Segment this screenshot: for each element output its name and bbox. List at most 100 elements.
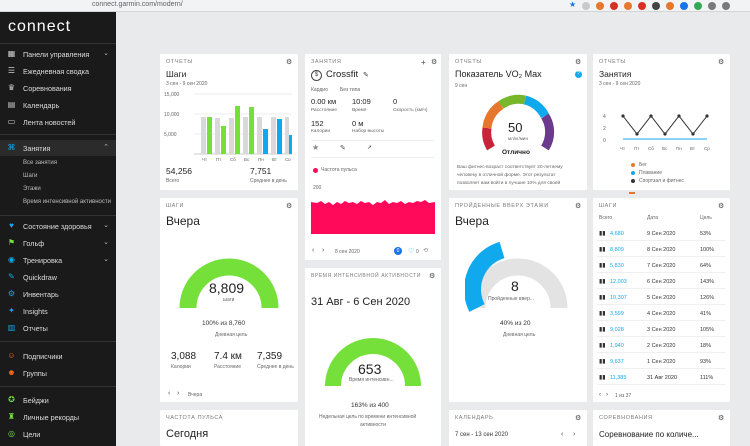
activity-card[interactable]: ЗАНЯТИЯ + ⚙ $ Crossfit ✎ Кардио Без типа… bbox=[305, 54, 441, 260]
cell-total[interactable]: 10,307 bbox=[610, 295, 627, 301]
extension-icon[interactable] bbox=[610, 2, 618, 10]
sidebar-item-activities[interactable]: ⌘ Занятия ⌃ bbox=[0, 140, 116, 156]
sidebar-item-goals[interactable]: ◎ Цели bbox=[8, 429, 41, 439]
gear-icon[interactable]: ⚙ bbox=[718, 415, 725, 422]
gear-icon[interactable]: ⚙ bbox=[286, 59, 293, 66]
sidebar-item-golf[interactable]: ⚑ Гольф ⌄ bbox=[7, 238, 109, 248]
edit-icon[interactable]: ✎ bbox=[363, 72, 369, 79]
sidebar-item-dashboards[interactable]: ▦ Панели управления ⌄ bbox=[7, 49, 109, 59]
table-row[interactable]: ▮▮ 9,637 1 Сен 2020 93% bbox=[597, 355, 726, 369]
table-row[interactable]: ▮▮ 8,809 8 Сен 2020 100% bbox=[597, 243, 726, 257]
add-icon[interactable]: + bbox=[421, 58, 426, 67]
star-icon[interactable]: ★ bbox=[312, 143, 320, 152]
comment-badge[interactable]: 0 bbox=[394, 247, 402, 255]
extension-icon[interactable] bbox=[582, 2, 590, 10]
next-icon[interactable]: › bbox=[573, 431, 576, 438]
sidebar-item-daily-summary[interactable]: ☰ Ежедневная сводка bbox=[7, 66, 89, 76]
sidebar-item-gear[interactable]: ⚙ Инвентарь bbox=[7, 289, 59, 299]
intensity-minutes-card[interactable]: ВРЕМЯ ИНТЕНСИВНОЙ АКТИВНОСТИ ⚙ 31 Авг - … bbox=[305, 268, 441, 446]
cell-total[interactable]: 5,830 bbox=[610, 263, 624, 269]
sidebar-subitem-all-activities[interactable]: Все занятия bbox=[23, 160, 58, 166]
gear-icon[interactable]: ⚙ bbox=[429, 273, 436, 280]
prev-icon[interactable]: ‹ bbox=[312, 247, 315, 254]
sidebar-item-records[interactable]: ♜ Личные рекорды bbox=[7, 412, 80, 422]
edit-note-icon[interactable]: ✎ bbox=[340, 145, 346, 152]
table-row[interactable]: ▮▮ 11,385 31 Авг 2020 111% bbox=[597, 371, 726, 385]
table-row[interactable]: ▮▮ 10,307 5 Сен 2020 126% bbox=[597, 291, 726, 305]
table-row[interactable]: ▮▮ 9,028 3 Сен 2020 105% bbox=[597, 323, 726, 337]
sidebar-item-groups[interactable]: ☻ Группы bbox=[7, 368, 47, 378]
extension-icon[interactable] bbox=[722, 2, 730, 10]
cell-total[interactable]: 8,809 bbox=[610, 247, 624, 253]
heart-rate-card[interactable]: ЧАСТОТА ПУЛЬСА Сегодня bbox=[160, 410, 298, 446]
info-icon[interactable]: ? bbox=[575, 71, 582, 78]
sidebar-subitem-floors[interactable]: Этажи bbox=[23, 186, 41, 192]
cell-total[interactable]: 11,385 bbox=[610, 375, 627, 381]
steps-table-card[interactable]: ШАГИ ⚙ Всего Дата Цель ▮▮ 4,680 9 Сен 2020… bbox=[593, 198, 730, 402]
next-icon[interactable]: › bbox=[177, 390, 180, 397]
table-row[interactable]: ▮▮ 4,680 9 Сен 2020 53% bbox=[597, 227, 726, 241]
prev-icon[interactable]: ‹ bbox=[561, 431, 564, 438]
gear-icon[interactable]: ⚙ bbox=[575, 203, 582, 210]
cell-total[interactable]: 1,940 bbox=[610, 343, 624, 349]
gear-icon[interactable]: ⚙ bbox=[718, 59, 725, 66]
extension-icon[interactable] bbox=[596, 2, 604, 10]
sidebar-item-reports[interactable]: ▥ Отчеты bbox=[7, 323, 48, 333]
gear-icon[interactable]: ⚙ bbox=[575, 415, 582, 422]
cell-total[interactable]: 9,637 bbox=[610, 359, 624, 365]
calendar-card[interactable]: КАЛЕНДАРЬ ⚙ 7 сен - 13 сен 2020 ‹ › bbox=[449, 410, 587, 446]
sidebar-item-health[interactable]: ♥ Состояние здоровья ⌄ bbox=[0, 218, 116, 234]
sidebar-subitem-intensity[interactable]: Время интенсивной активности bbox=[23, 199, 111, 205]
gear-icon[interactable]: ⚙ bbox=[431, 59, 438, 66]
sidebar-item-challenges[interactable]: ♛ Соревнования bbox=[7, 83, 72, 93]
divider bbox=[0, 134, 116, 135]
table-row[interactable]: ▮▮ 12,003 6 Сен 2020 143% bbox=[597, 275, 726, 289]
cell-total[interactable]: 3,599 bbox=[610, 311, 624, 317]
sidebar-item-badges[interactable]: ✪ Бейджи bbox=[8, 395, 49, 405]
cell-total[interactable]: 12,003 bbox=[610, 279, 627, 285]
like-icon[interactable]: ♡ bbox=[408, 248, 415, 255]
floors-card[interactable]: ПРОЙДЕННЫЕ ВВЕРХ ЭТАЖИ ⚙ Вчера 8 Пройден… bbox=[449, 198, 587, 402]
sidebar-item-insights[interactable]: ✦ Insights bbox=[8, 306, 48, 316]
extension-icon[interactable] bbox=[666, 2, 674, 10]
share-icon[interactable]: ⟲ bbox=[423, 248, 429, 254]
challenges-card[interactable]: СОРЕВНОВАНИЯ ⚙ Соревнование по количе... bbox=[593, 410, 730, 446]
table-row[interactable]: ▮▮ 3,599 4 Сен 2020 41% bbox=[597, 307, 726, 321]
next-icon[interactable]: › bbox=[322, 247, 325, 254]
extension-icon[interactable] bbox=[624, 2, 632, 10]
url-text[interactable]: connect.garmin.com/modern/ bbox=[92, 1, 183, 8]
prev-icon[interactable]: ‹ bbox=[168, 390, 171, 397]
app-logo[interactable]: connect bbox=[8, 18, 72, 35]
browser-address-bar[interactable]: connect.garmin.com/modern/ ★ bbox=[0, 0, 750, 12]
sidebar-item-quickdraw[interactable]: ✎ Quickdraw bbox=[8, 272, 57, 282]
sidebar-item-training[interactable]: ◉ Тренировка ⌄ bbox=[8, 255, 109, 265]
cell-total[interactable]: 9,028 bbox=[610, 327, 624, 333]
gear-icon[interactable]: ⚙ bbox=[286, 203, 293, 210]
sidebar-subitem-steps[interactable]: Шаги bbox=[23, 173, 38, 179]
steps-report-card[interactable]: ОТЧЕТЫ ⚙ Шаги 3 сен - 9 сен 2020 15,000 … bbox=[160, 54, 298, 190]
gear-icon[interactable]: ⚙ bbox=[718, 203, 725, 210]
prev-page-icon[interactable]: ‹ bbox=[599, 392, 601, 398]
gear-icon[interactable]: ⚙ bbox=[575, 59, 582, 66]
extension-icon[interactable] bbox=[708, 2, 716, 10]
activities-report-card[interactable]: ОТЧЕТЫ ⚙ Занятия 3 сен - 9 сен 2020 4 2 … bbox=[593, 54, 730, 194]
column-header[interactable]: Дата bbox=[647, 215, 659, 221]
table-row[interactable]: ▮▮ 5,830 7 Сен 2020 64% bbox=[597, 259, 726, 273]
cell-total[interactable]: 4,680 bbox=[610, 231, 624, 237]
extension-icon[interactable] bbox=[694, 2, 702, 10]
activity-name[interactable]: Crossfit bbox=[326, 69, 359, 80]
sidebar-item-calendar[interactable]: ▤ Календарь bbox=[7, 100, 60, 110]
column-header[interactable]: Цель bbox=[700, 215, 712, 221]
steps-card[interactable]: ШАГИ ⚙ Вчера 8,809 шаги 100% из 8,760 Дн… bbox=[160, 198, 298, 402]
next-page-icon[interactable]: › bbox=[606, 392, 608, 398]
sidebar-item-followers[interactable]: ☺ Подписчики bbox=[7, 351, 63, 361]
sidebar-item-news[interactable]: ▭ Лента новостей bbox=[7, 117, 76, 127]
bookmark-star-icon[interactable]: ★ bbox=[569, 0, 577, 9]
table-row[interactable]: ▮▮ 1,940 2 Сен 2020 18% bbox=[597, 339, 726, 353]
extension-icon[interactable] bbox=[680, 2, 688, 10]
vo2max-card[interactable]: ОТЧЕТЫ ⚙ Показатель VO₂ Max ? 9 сен 50 м… bbox=[449, 54, 587, 190]
share-icon[interactable]: ➚ bbox=[367, 145, 373, 151]
column-header[interactable]: Всего bbox=[599, 215, 613, 221]
extension-icon[interactable] bbox=[638, 2, 646, 10]
extension-icon[interactable] bbox=[652, 2, 660, 10]
